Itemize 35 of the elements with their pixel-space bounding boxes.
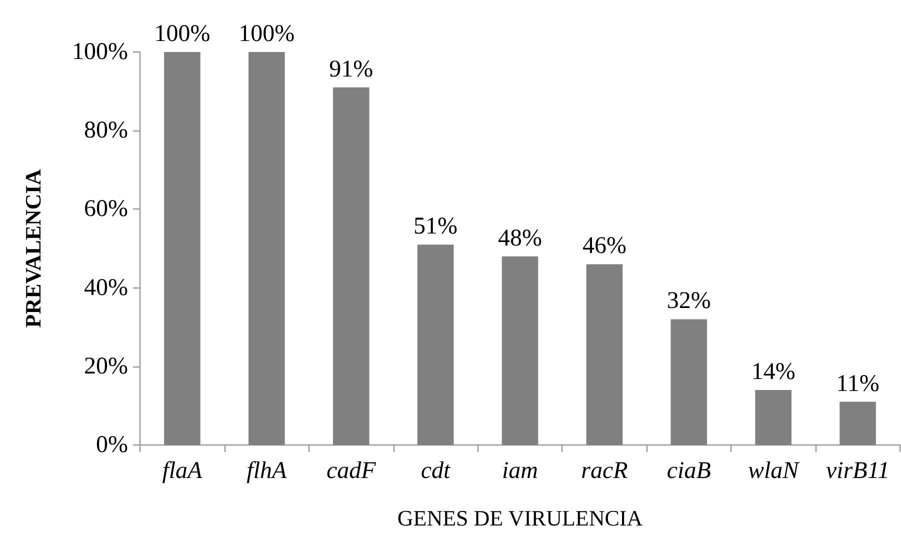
x-axis-title: GENES DE VIRULENCIA (397, 506, 643, 530)
data-label: 48% (498, 225, 542, 252)
data-label: 32% (666, 288, 711, 314)
bar (164, 52, 200, 445)
x-tick-label: iam (502, 458, 538, 484)
bar (248, 52, 285, 445)
bar (417, 244, 454, 445)
x-tick-label: flhA (246, 458, 288, 484)
y-tick-label: 40% (84, 274, 128, 301)
y-tick-label: 0% (96, 432, 128, 458)
x-tick-label: virB11 (826, 458, 890, 484)
data-label: 11% (836, 370, 880, 397)
x-tick-label: cdt (420, 458, 452, 484)
y-tick-label: 60% (84, 196, 128, 222)
bar (502, 256, 538, 445)
y-tick-label: 80% (84, 118, 128, 144)
bar (840, 402, 876, 445)
bar (586, 264, 623, 445)
y-tick-label: 20% (84, 353, 128, 380)
x-tick-label: ciaB (666, 458, 712, 484)
x-tick-label: cadF (326, 458, 376, 484)
y-tick-label: 100% (72, 39, 128, 65)
data-label: 91% (329, 56, 374, 82)
x-tick-label: wlaN (748, 458, 801, 484)
data-label: 51% (414, 214, 458, 240)
bar (332, 87, 370, 445)
data-label: 100% (238, 21, 295, 47)
bar (755, 390, 792, 445)
data-label: 14% (751, 358, 796, 385)
data-label: 46% (582, 233, 626, 260)
x-tick-label: flaA (162, 458, 203, 484)
data-label: 100% (154, 21, 210, 47)
bar (670, 319, 708, 445)
y-axis-title: PREVALENCIA (20, 169, 46, 328)
x-tick-label: racR (581, 458, 628, 484)
